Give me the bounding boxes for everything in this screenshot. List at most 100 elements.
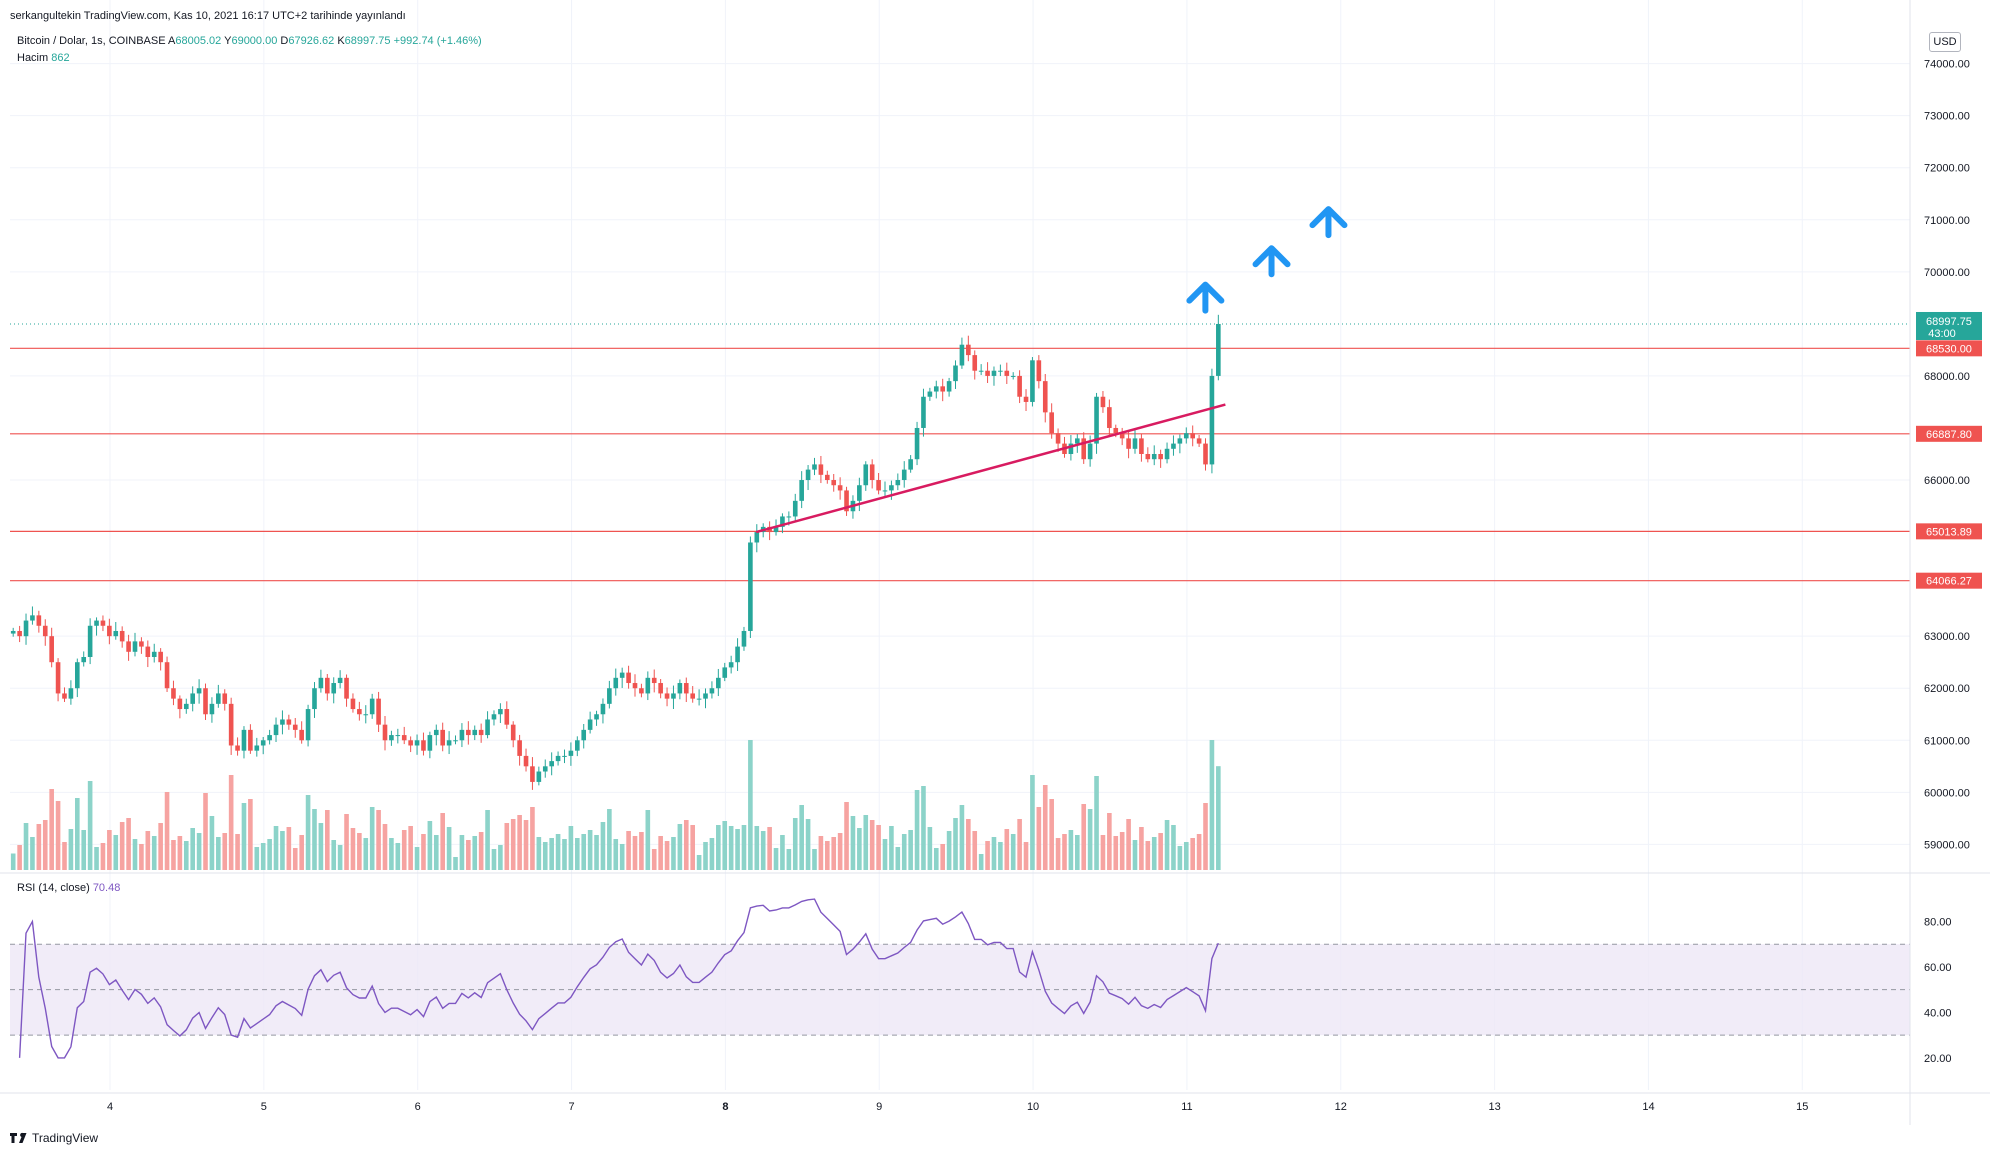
time-tick-label: 14 xyxy=(1642,1101,1654,1113)
candle-body xyxy=(754,532,760,543)
volume-bar xyxy=(107,830,112,870)
price-level-text: 68530.00 xyxy=(1926,343,1972,355)
candle-body xyxy=(619,672,625,678)
candle-body xyxy=(75,662,80,689)
candle-body xyxy=(799,480,804,501)
time-tick-label: 7 xyxy=(568,1101,574,1113)
price-tick-label: 61000.00 xyxy=(1924,735,1970,747)
candle-body xyxy=(901,469,907,481)
candle-body xyxy=(1075,438,1080,444)
volume-bar xyxy=(953,818,958,870)
volume-bar xyxy=(607,809,612,870)
candle-body xyxy=(446,740,452,746)
symbol-name: Bitcoin / Dolar, 1s, COINBASE xyxy=(17,35,166,47)
volume-bar xyxy=(1100,835,1106,870)
volume-bar xyxy=(36,824,42,870)
volume-bar xyxy=(1196,834,1202,870)
price-tick-label: 70000.00 xyxy=(1924,267,1970,279)
volume-bar xyxy=(1209,740,1215,870)
low-label: D xyxy=(280,35,289,47)
last-price-badge xyxy=(1916,311,1982,340)
candle-body xyxy=(1164,448,1170,460)
volume-bar xyxy=(818,836,824,870)
volume-bar xyxy=(267,839,272,870)
price-tick-label: 59000.00 xyxy=(1924,839,1970,851)
candle-body xyxy=(857,485,862,501)
volume-bar xyxy=(190,828,195,870)
candle-body xyxy=(825,474,830,481)
candle-body xyxy=(363,714,369,716)
candle-body xyxy=(30,615,35,621)
candle-body xyxy=(728,662,734,668)
candle-body xyxy=(953,365,958,382)
volume-bar xyxy=(773,848,779,870)
volume-bar xyxy=(382,824,388,870)
volume-bar xyxy=(1203,803,1208,870)
axes: 74000.00 73000.00 72000.00 71000.00 70000.00… xyxy=(0,0,1990,1125)
volume-bar xyxy=(389,838,394,870)
candle-body xyxy=(485,719,490,736)
candle-body xyxy=(55,662,61,694)
candle-body xyxy=(1087,443,1093,460)
candle-body xyxy=(466,729,471,736)
candle-body xyxy=(286,719,292,725)
candle-body xyxy=(81,657,87,663)
candle-body xyxy=(1190,433,1195,439)
volume-bar xyxy=(664,841,670,870)
candle-body xyxy=(876,480,881,491)
volume-bar xyxy=(87,781,93,870)
rsi-tick-label: 20.00 xyxy=(1924,1053,1952,1065)
candle-body xyxy=(1094,396,1099,444)
volume-bar xyxy=(1171,825,1176,870)
candle-body xyxy=(1042,381,1048,413)
candle-body xyxy=(940,386,945,392)
candle-body xyxy=(844,490,849,512)
volume-bar xyxy=(530,807,535,870)
candle-body xyxy=(478,729,484,736)
volume-bar xyxy=(1107,813,1112,870)
candle-body xyxy=(1209,375,1215,465)
candle-body xyxy=(62,693,67,699)
candle-body xyxy=(1196,438,1202,444)
volume-bar xyxy=(254,847,260,870)
volume-bar xyxy=(241,803,247,870)
volume-bar xyxy=(908,830,913,870)
volume-bar xyxy=(696,855,702,870)
price-level-badge xyxy=(1916,523,1982,540)
time-tick-label: 9 xyxy=(876,1101,882,1113)
candle-body xyxy=(164,662,170,689)
volume-bar xyxy=(1036,807,1042,870)
volume-bar xyxy=(337,845,343,870)
volume-bar xyxy=(453,857,458,870)
volume-bar xyxy=(600,822,606,870)
volume-bar xyxy=(1216,766,1221,870)
volume-bar xyxy=(369,807,375,870)
volume-bar xyxy=(613,839,619,870)
volume-bar xyxy=(581,834,587,870)
rsi-legend: RSI (14, close) 70.48 xyxy=(17,882,120,894)
tradingview-brand[interactable]: TradingView xyxy=(10,1131,98,1145)
price-level-badge xyxy=(1916,340,1982,357)
volume-bar xyxy=(914,790,920,870)
candle-body xyxy=(183,703,189,710)
currency-button[interactable]: USD xyxy=(1929,32,1961,52)
volume-bar xyxy=(126,818,131,870)
candle-body xyxy=(331,683,337,694)
candle-body xyxy=(498,709,503,715)
volume-bar xyxy=(10,853,16,870)
volume-bar xyxy=(472,836,478,870)
price-tick-label: 62000.00 xyxy=(1924,683,1970,695)
volume-bar xyxy=(1113,836,1119,870)
volume-bar xyxy=(280,831,285,870)
candle-body xyxy=(600,703,606,715)
last-price-text: 68997.75 xyxy=(1926,316,1972,328)
volume-bar xyxy=(940,844,945,870)
candle-body xyxy=(42,625,48,637)
volume-bar xyxy=(619,844,625,870)
volume-bar xyxy=(1139,827,1144,870)
volume-bar xyxy=(805,819,811,870)
candle-body xyxy=(337,677,343,684)
volume-bar xyxy=(331,840,337,870)
open-label: A xyxy=(168,35,176,47)
